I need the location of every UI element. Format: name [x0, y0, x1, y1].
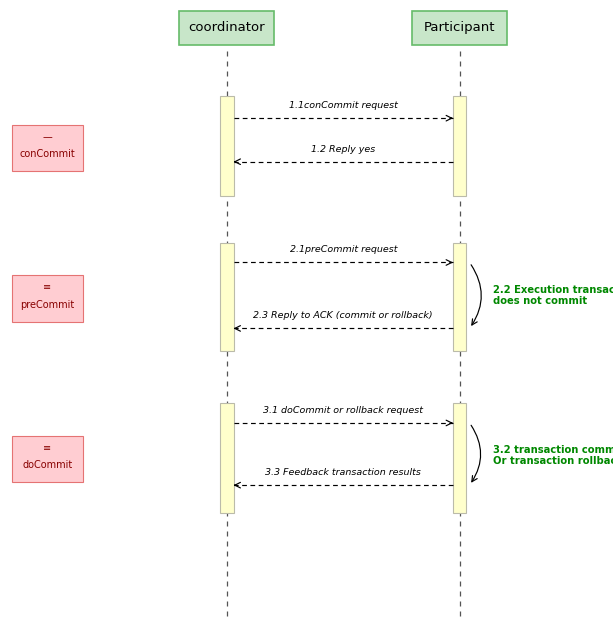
Text: ≡: ≡	[44, 443, 51, 453]
Text: 3.2 transaction commit
Or transaction rollback: 3.2 transaction commit Or transaction ro…	[493, 445, 613, 466]
FancyBboxPatch shape	[412, 11, 508, 45]
FancyBboxPatch shape	[453, 96, 466, 196]
Text: preCommit: preCommit	[20, 300, 75, 310]
Text: 3.1 doCommit or rollback request: 3.1 doCommit or rollback request	[263, 406, 424, 415]
FancyBboxPatch shape	[12, 435, 83, 483]
Text: 2.3 Reply to ACK (commit or rollback): 2.3 Reply to ACK (commit or rollback)	[253, 312, 433, 320]
FancyBboxPatch shape	[453, 243, 466, 351]
Text: —: —	[43, 132, 52, 142]
Text: ≡: ≡	[44, 282, 51, 292]
FancyBboxPatch shape	[220, 243, 234, 351]
Text: conCommit: conCommit	[20, 149, 75, 159]
FancyBboxPatch shape	[179, 11, 275, 45]
FancyBboxPatch shape	[220, 96, 234, 196]
Text: 3.3 Feedback transaction results: 3.3 Feedback transaction results	[265, 468, 421, 477]
Text: doCommit: doCommit	[23, 460, 72, 470]
FancyBboxPatch shape	[12, 124, 83, 171]
Text: 1.2 Reply yes: 1.2 Reply yes	[311, 145, 375, 154]
Text: 2.2 Execution transaction
does not commit: 2.2 Execution transaction does not commi…	[493, 285, 613, 306]
Text: coordinator: coordinator	[189, 22, 265, 34]
FancyBboxPatch shape	[220, 403, 234, 513]
Text: 1.1conCommit request: 1.1conCommit request	[289, 101, 398, 110]
FancyBboxPatch shape	[453, 403, 466, 513]
FancyBboxPatch shape	[12, 275, 83, 322]
Text: 2.1preCommit request: 2.1preCommit request	[289, 246, 397, 254]
Text: Participant: Participant	[424, 22, 495, 34]
